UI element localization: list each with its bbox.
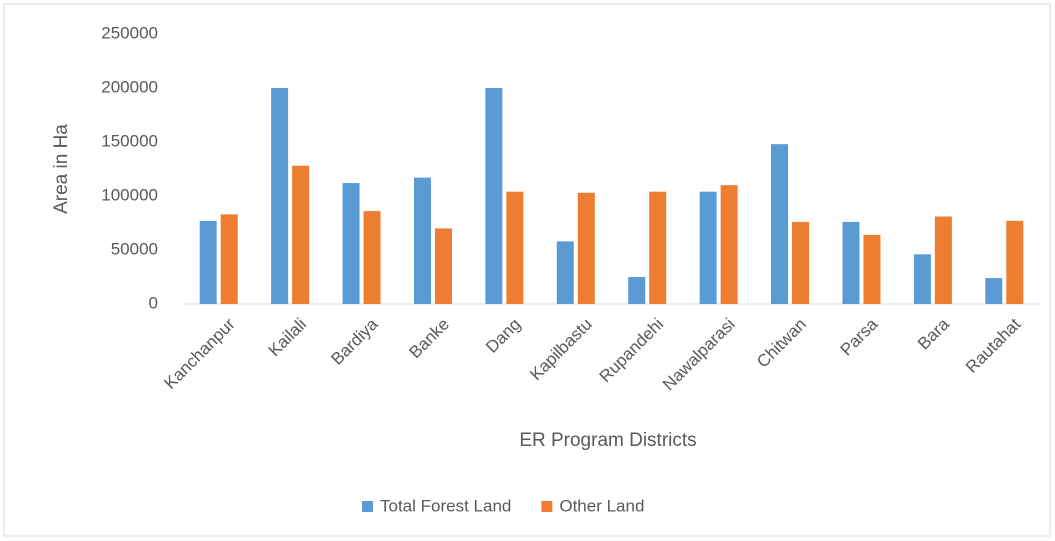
y-tick-label: 150000 xyxy=(101,131,158,150)
bar xyxy=(577,192,595,304)
bar xyxy=(506,191,524,304)
bar xyxy=(292,165,310,304)
bar xyxy=(792,221,810,304)
bar xyxy=(363,211,381,304)
bar xyxy=(720,185,738,304)
y-tick-label: 100000 xyxy=(101,185,158,204)
bar xyxy=(628,277,646,304)
bar xyxy=(771,144,789,304)
bar xyxy=(271,88,289,304)
y-tick-label: 200000 xyxy=(101,77,158,96)
legend-swatch xyxy=(541,501,553,512)
y-tick-label: 50000 xyxy=(111,239,158,258)
bar xyxy=(413,177,431,304)
legend-swatch xyxy=(362,501,373,512)
chart-border xyxy=(3,3,1051,537)
bar xyxy=(985,278,1003,304)
bar xyxy=(199,220,217,304)
bar xyxy=(434,228,452,304)
bar xyxy=(342,183,360,304)
bar xyxy=(863,234,881,304)
y-tick-label: 0 xyxy=(149,293,158,312)
y-axis-title: Area in Ha xyxy=(51,124,72,214)
y-tick-label: 250000 xyxy=(101,23,158,42)
bar xyxy=(842,221,860,304)
bar xyxy=(485,88,503,304)
bar xyxy=(649,191,667,304)
bar xyxy=(220,214,238,304)
bar xyxy=(699,191,717,304)
bar xyxy=(934,216,952,304)
x-axis-title: ER Program Districts xyxy=(519,430,696,451)
bar xyxy=(556,241,574,304)
bar xyxy=(913,254,931,304)
legend-label: Total Forest Land xyxy=(380,496,511,515)
legend-label: Other Land xyxy=(559,496,644,515)
bar xyxy=(1006,220,1024,304)
